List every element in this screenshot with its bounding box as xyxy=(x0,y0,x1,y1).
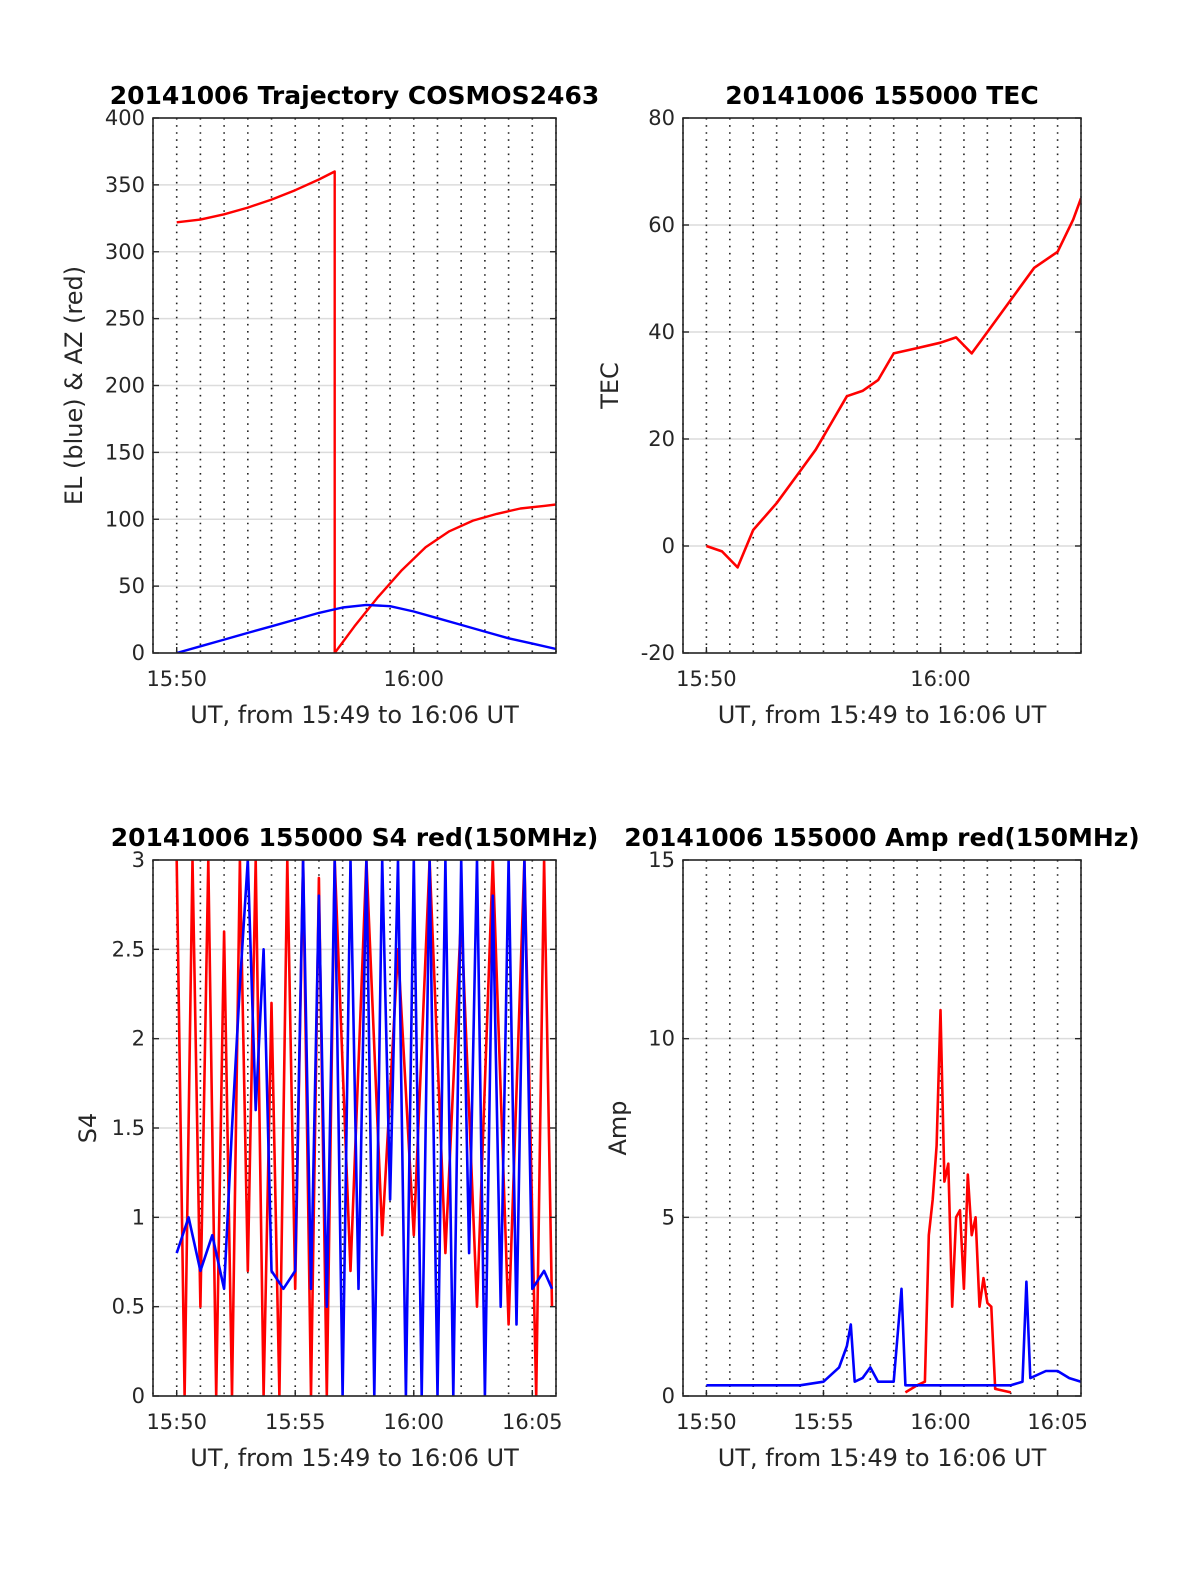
y-axis-label: Amp xyxy=(604,1100,632,1155)
x-tick-label: 15:55 xyxy=(265,1410,326,1434)
y-tick-label: 0 xyxy=(132,1384,145,1408)
y-tick-label: 20 xyxy=(648,427,675,451)
chart-title: 20141006 Trajectory COSMOS2463 xyxy=(110,81,600,110)
chart-traj: 0 50 100 150 200 250 300 350 400 15:50 16:00 201410… xyxy=(60,81,599,729)
x-tick-label: 15:50 xyxy=(146,667,207,691)
chart-title: 20141006 155000 TEC xyxy=(725,81,1038,110)
y-tick-label: -20 xyxy=(641,641,675,665)
y-tick-label: 1 xyxy=(132,1205,145,1229)
series-line-0 xyxy=(705,197,1081,569)
y-tick-label: 200 xyxy=(105,374,145,398)
y-tick-label: 10 xyxy=(648,1027,675,1051)
y-tick-label: 0 xyxy=(662,1384,675,1408)
x-tick-label: 15:50 xyxy=(676,667,737,691)
x-tick-label: 16:05 xyxy=(502,1410,563,1434)
x-tick-label: 15:50 xyxy=(146,1410,207,1434)
plot-area xyxy=(683,860,1081,1396)
y-tick-label: 5 xyxy=(662,1205,675,1229)
axes-frame xyxy=(682,859,1082,1397)
y-axis-label: S4 xyxy=(74,1113,102,1144)
chart-title: 20141006 155000 Amp red(150MHz) xyxy=(624,823,1140,852)
x-axis-label: UT, from 15:49 to 16:06 UT xyxy=(718,1444,1047,1472)
y-tick-label: 300 xyxy=(105,240,145,264)
x-axis-label: UT, from 15:49 to 16:06 UT xyxy=(190,1444,519,1472)
y-tick-label: 100 xyxy=(105,507,145,531)
x-tick-label: 16:00 xyxy=(910,667,971,691)
axes-frame xyxy=(682,117,1082,654)
x-axis-label: UT, from 15:49 to 16:06 UT xyxy=(190,701,519,729)
y-tick-label: 0 xyxy=(662,534,675,558)
series-line-1 xyxy=(706,1280,1081,1387)
x-tick-label: 16:05 xyxy=(1027,1410,1088,1434)
x-tick-label: 15:55 xyxy=(793,1410,854,1434)
y-tick-label: 80 xyxy=(648,106,675,130)
plot-area xyxy=(683,118,1081,653)
x-tick-label: 16:00 xyxy=(910,1410,971,1434)
y-tick-label: 0 xyxy=(132,641,145,665)
y-tick-label: 60 xyxy=(648,213,675,237)
x-tick-label: 16:00 xyxy=(383,1410,444,1434)
y-tick-label: 2.5 xyxy=(112,937,145,961)
y-tick-label: 50 xyxy=(118,574,145,598)
y-tick-label: 40 xyxy=(648,320,675,344)
y-tick-label: 3 xyxy=(132,848,145,872)
y-tick-label: 400 xyxy=(105,106,145,130)
x-tick-label: 16:00 xyxy=(383,667,444,691)
chart-amp: 0 5 10 15 15:50 15:55 16:00 16:05 20141006 15500… xyxy=(604,823,1140,1472)
y-axis-label: EL (blue) & AZ (red) xyxy=(60,266,88,505)
series-line-1 xyxy=(176,603,556,653)
y-tick-label: 1.5 xyxy=(112,1116,145,1140)
chart-s4: 0 0.5 1 1.5 2 2.5 3 15:50 15:55 16:00 16:05 2014100… xyxy=(74,823,598,1472)
y-tick-label: 350 xyxy=(105,173,145,197)
chart-title: 20141006 155000 S4 red(150MHz) xyxy=(111,823,599,852)
x-axis-label: UT, from 15:49 to 16:06 UT xyxy=(718,701,1047,729)
series-line-1 xyxy=(175,860,554,1396)
x-tick-label: 15:50 xyxy=(676,1410,737,1434)
y-tick-label: 2 xyxy=(132,1027,145,1051)
chart-tec: -20 0 20 40 60 80 15:50 16:00 20141006 155000 TE… xyxy=(596,81,1082,729)
series-line-0 xyxy=(904,1008,1012,1394)
y-tick-label: 0.5 xyxy=(112,1295,145,1319)
y-tick-label: 150 xyxy=(105,440,145,464)
y-axis-label: TEC xyxy=(596,362,624,410)
y-tick-label: 250 xyxy=(105,307,145,331)
series-line-0 xyxy=(176,170,556,653)
y-tick-label: 15 xyxy=(648,848,675,872)
